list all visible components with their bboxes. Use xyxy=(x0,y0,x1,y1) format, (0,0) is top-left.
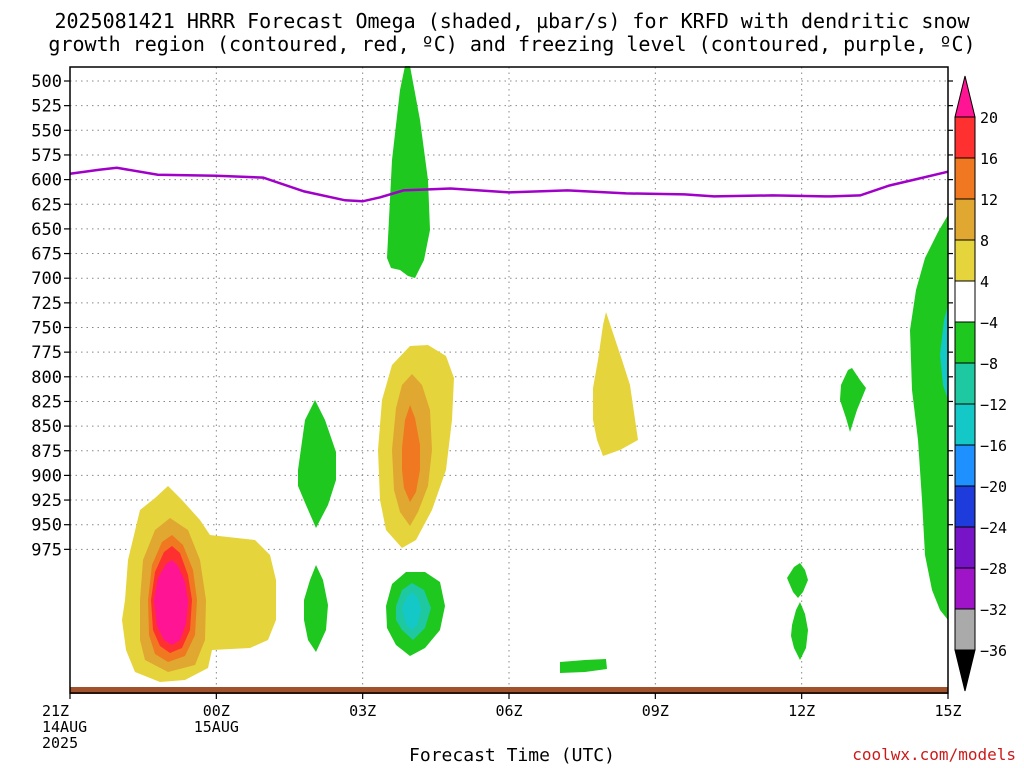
colorbar-segment xyxy=(954,567,976,610)
y-tick-label: 725 xyxy=(31,294,62,314)
y-tick-label: 600 xyxy=(31,171,62,191)
colorbar-tick-label: −20 xyxy=(980,478,1007,496)
colorbar-segment xyxy=(954,444,976,487)
y-tick-label: 700 xyxy=(31,269,62,289)
x-tick-label: 09Z xyxy=(642,702,669,720)
y-tick-label: 775 xyxy=(31,343,62,363)
omega-region-yellow-08z xyxy=(593,312,638,456)
colorbar-tick-label: 4 xyxy=(980,273,989,291)
colorbar-tick-label: 16 xyxy=(980,150,998,168)
colorbar-segment xyxy=(954,403,976,446)
colorbar-segment xyxy=(954,608,976,651)
y-tick-label: 875 xyxy=(31,442,62,462)
omega-region-green-02z-mid xyxy=(298,400,336,528)
omega-region-green-13z xyxy=(840,368,866,432)
x-tick-label: 06Z xyxy=(495,702,522,720)
omega-region-green-12z-a xyxy=(787,563,808,598)
y-tick-label: 625 xyxy=(31,195,62,215)
colorbar-cap-bottom xyxy=(954,649,976,692)
omega-region-cyan-04z xyxy=(402,592,421,630)
colorbar-tick-label: −16 xyxy=(980,437,1007,455)
x-tick-label: 03Z xyxy=(349,702,376,720)
colorbar-tick-label: −28 xyxy=(980,560,1007,578)
colorbar-segment xyxy=(954,239,976,282)
freezing-level-line xyxy=(69,166,949,203)
omega-region-green-upper xyxy=(387,66,430,278)
x-axis-title: Forecast Time (UTC) xyxy=(409,745,615,766)
y-tick-label: 800 xyxy=(31,368,62,388)
y-tick-label: 750 xyxy=(31,319,62,339)
colorbar-segment xyxy=(954,485,976,528)
colorbar-segment xyxy=(954,321,976,364)
omega-region-orange-04z xyxy=(402,405,420,502)
omega-region-teal-right-edge xyxy=(940,305,948,400)
colorbar-segment xyxy=(954,116,976,159)
y-tick-label: 525 xyxy=(31,97,62,117)
colorbar-segment xyxy=(954,198,976,241)
colorbar-segment xyxy=(954,157,976,200)
colorbar-tick-label: −8 xyxy=(980,355,998,373)
y-tick-label: 650 xyxy=(31,220,62,240)
colorbar-tick-label: −12 xyxy=(980,396,1007,414)
y-tick-label: 825 xyxy=(31,392,62,412)
colorbar-tick-label: −36 xyxy=(980,642,1007,660)
x-tick-label: 21Z xyxy=(42,702,69,720)
credit-text: coolwx.com/models xyxy=(852,745,1016,764)
chart-title-line-1: 2025081421 HRRR Forecast Omega (shaded, … xyxy=(54,9,970,33)
y-tick-label: 550 xyxy=(31,121,62,141)
omega-region-green-02z-low xyxy=(304,565,328,652)
colorbar-tick-label: −4 xyxy=(980,314,998,332)
y-tick-label: 900 xyxy=(31,466,62,486)
colorbar-segment xyxy=(954,526,976,569)
chart-title-line-2: growth region (contoured, red, ºC) and f… xyxy=(48,32,976,56)
colorbar-tick-label: −24 xyxy=(980,519,1007,537)
omega-region-magenta-left xyxy=(154,560,188,645)
y-tick-label: 975 xyxy=(31,540,62,560)
y-tick-label: 500 xyxy=(31,72,62,92)
y-tick-label: 675 xyxy=(31,245,62,265)
x-tick-label: 2025 xyxy=(42,734,78,752)
grid-lines xyxy=(70,67,948,693)
x-tick-label: 15AUG xyxy=(194,718,239,736)
colorbar-tick-label: 20 xyxy=(980,109,998,127)
colorbar-segment xyxy=(954,280,976,323)
colorbar-cap-top xyxy=(954,75,976,118)
colorbar-segment xyxy=(954,362,976,405)
omega-region-green-12z-b xyxy=(791,602,808,660)
colorbar-tick-label: −32 xyxy=(980,601,1007,619)
y-tick-label: 850 xyxy=(31,417,62,437)
omega-shading xyxy=(122,66,948,682)
y-tick-label: 950 xyxy=(31,516,62,536)
omega-region-green-07z-low xyxy=(560,659,607,673)
y-tick-label: 575 xyxy=(31,146,62,166)
x-tick-label: 14AUG xyxy=(42,718,87,736)
x-tick-label: 12Z xyxy=(788,702,815,720)
colorbar-tick-label: 12 xyxy=(980,191,998,209)
omega-region-green-right-edge xyxy=(910,215,948,620)
y-axis-pressure: 500 525 550 575 600 625 650 675 700 725 750 775 800 8… xyxy=(31,72,953,560)
x-tick-label: 00Z xyxy=(203,702,230,720)
y-tick-label: 925 xyxy=(31,491,62,511)
omega-colorbar: 20 16 12 8 4 −4 −8 −12 −16 −20 −24 −28 −32 −36 xyxy=(954,75,1007,692)
ground-strip xyxy=(70,687,948,694)
colorbar-tick-label: 8 xyxy=(980,232,989,250)
x-tick-label: 15Z xyxy=(934,702,961,720)
